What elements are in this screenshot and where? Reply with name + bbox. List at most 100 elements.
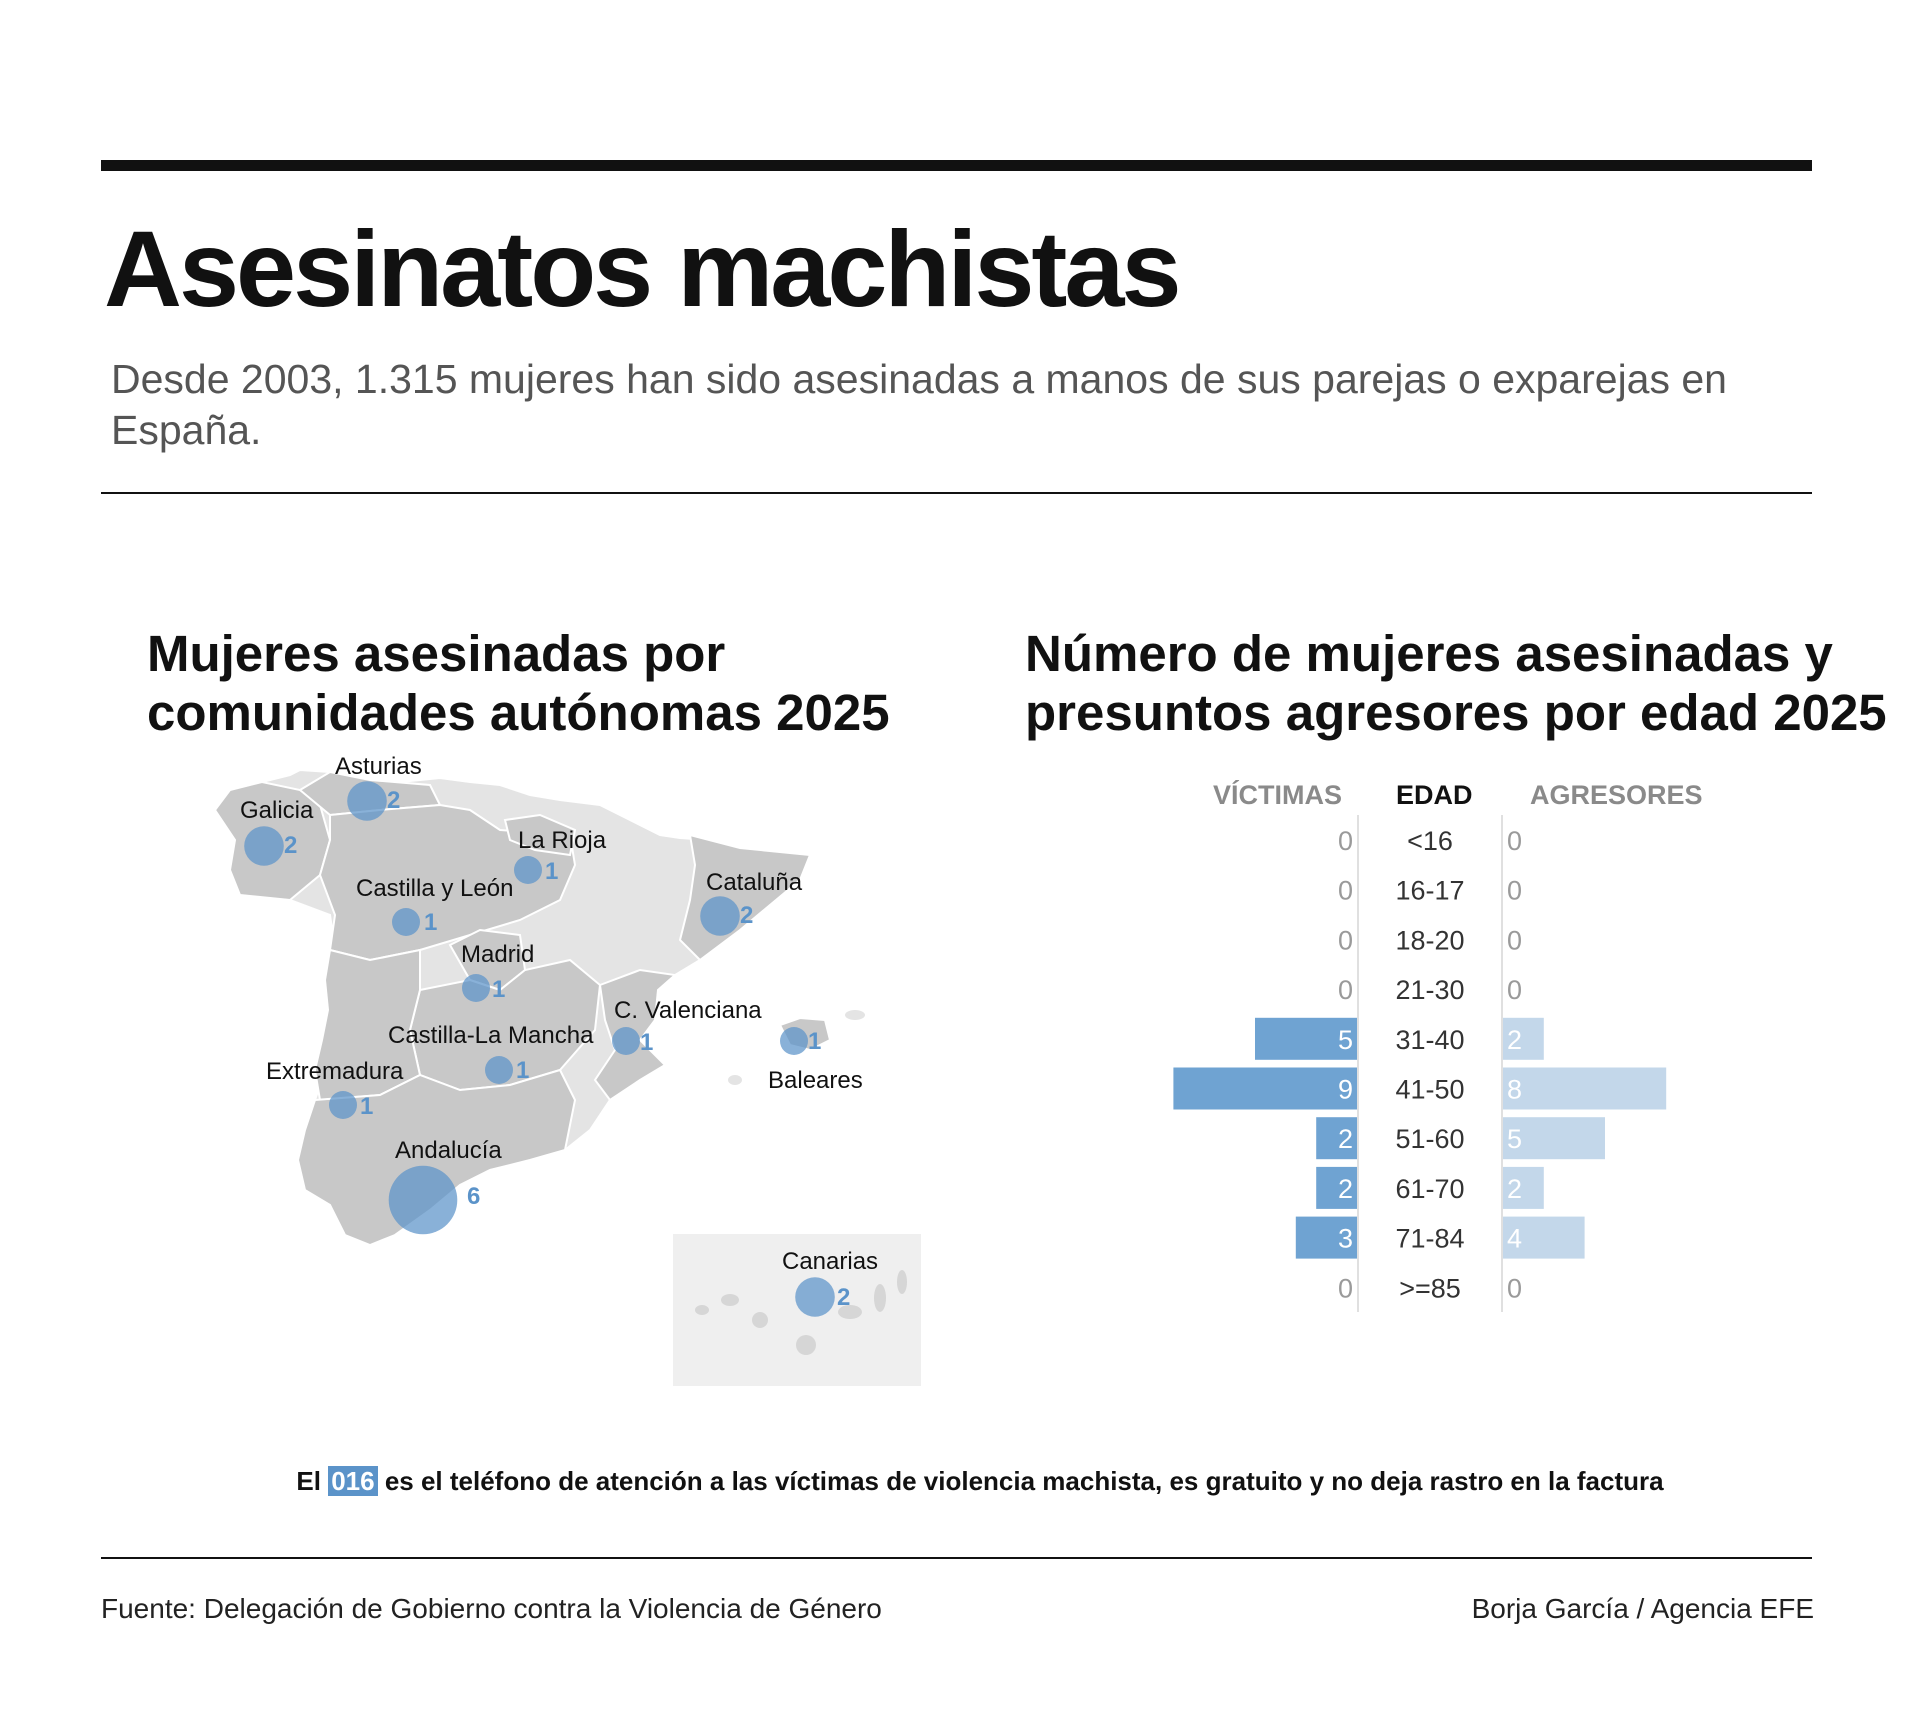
map-bubbles	[244, 781, 835, 1317]
count-extremadura: 1	[360, 1093, 374, 1120]
label-andalucia: Andalucía	[395, 1137, 502, 1164]
bar-victims-5	[1173, 1067, 1357, 1110]
label-victims-0: 0	[1338, 826, 1353, 856]
label-victims-2: 0	[1338, 925, 1353, 955]
label-victims-7: 2	[1338, 1174, 1353, 1204]
bubble-madrid	[462, 974, 490, 1002]
bubble-baleares	[780, 1027, 808, 1055]
label-victims-4: 5	[1338, 1025, 1353, 1055]
bubble-canarias	[795, 1277, 835, 1317]
map-title: Mujeres asesinadas por comunidades autón…	[147, 625, 890, 741]
label-extremadura: Extremadura	[266, 1058, 404, 1085]
top-rule	[101, 160, 1812, 171]
helpline-number: 016	[328, 1466, 378, 1496]
label-aggressors-6: 5	[1507, 1124, 1522, 1154]
count-galicia: 2	[284, 832, 298, 859]
bar-victims-6	[1316, 1117, 1357, 1160]
age-label-0: <16	[1407, 826, 1453, 856]
baleares-ibiza	[728, 1075, 742, 1085]
credit-text: Borja García / Agencia EFE	[1471, 1593, 1814, 1624]
bubble-castilla-la-mancha	[485, 1056, 513, 1084]
region-castilla-leon	[318, 803, 577, 962]
count-baleares: 1	[808, 1028, 822, 1055]
age-label-7: 61-70	[1395, 1174, 1464, 1204]
helpline-note: El 016 es el teléfono de atención a las …	[0, 1466, 1920, 1497]
bubble-extremadura	[329, 1091, 357, 1119]
label-aggressors-3: 0	[1507, 975, 1522, 1005]
age-label-1: 16-17	[1395, 876, 1464, 906]
label-canarias: Canarias	[782, 1248, 879, 1275]
label-aggressors-8: 4	[1507, 1224, 1522, 1254]
age-label-6: 51-60	[1395, 1124, 1464, 1154]
label-aggressors-4: 2	[1507, 1025, 1522, 1055]
count-la-rioja: 1	[545, 858, 559, 885]
count-c-valenciana: 1	[640, 1029, 654, 1056]
header-edad: EDAD	[1396, 780, 1473, 810]
label-baleares: Baleares	[768, 1067, 863, 1094]
header-victimas: VÍCTIMAS	[1213, 780, 1343, 810]
region-la-rioja	[503, 813, 577, 857]
label-asturias: Asturias	[335, 753, 422, 780]
label-aggressors-9: 0	[1507, 1273, 1522, 1303]
bar-aggressors-8	[1503, 1216, 1585, 1259]
label-cataluna: Cataluña	[706, 869, 803, 896]
bubble-c-valenciana	[612, 1027, 640, 1055]
age-label-9: >=85	[1399, 1273, 1461, 1303]
count-asturias: 2	[387, 787, 401, 814]
canarias-islands	[695, 1270, 907, 1355]
count-andalucia: 6	[467, 1183, 481, 1210]
label-victims-3: 0	[1338, 975, 1353, 1005]
age-label-5: 41-50	[1395, 1075, 1464, 1105]
count-madrid: 1	[492, 976, 506, 1003]
bar-aggressors-6	[1503, 1117, 1605, 1160]
bubble-castilla-y-le-n	[392, 908, 420, 936]
label-victims-9: 0	[1338, 1273, 1353, 1303]
bubble-asturias	[347, 781, 387, 821]
label-aggressors-5: 8	[1507, 1075, 1522, 1105]
bar-aggressors-5	[1503, 1067, 1667, 1110]
bar-chart-title: Número de mujeres asesinadas y presuntos…	[1025, 625, 1887, 741]
age-label-3: 21-30	[1395, 975, 1464, 1005]
count-cataluna: 2	[740, 902, 754, 929]
bar-aggressors-7	[1503, 1166, 1544, 1209]
label-c-valenciana: C. Valenciana	[614, 997, 762, 1024]
label-castilla-leon: Castilla y León	[356, 875, 514, 902]
count-canarias: 2	[837, 1284, 851, 1311]
bar-victims-4	[1255, 1017, 1357, 1060]
label-la-rioja: La Rioja	[518, 827, 607, 854]
label-aggressors-7: 2	[1507, 1174, 1522, 1204]
age-label-8: 71-84	[1395, 1224, 1464, 1254]
helpline-prefix: El	[296, 1466, 321, 1496]
bubble-catalu-a	[700, 896, 740, 936]
age-label-2: 18-20	[1395, 925, 1464, 955]
label-castilla-la-mancha: Castilla-La Mancha	[388, 1022, 594, 1049]
page-title: Asesinatos machistas	[104, 208, 1182, 329]
count-castilla-la-mancha: 1	[516, 1057, 530, 1084]
count-castilla-leon: 1	[424, 909, 438, 936]
bubble-la-rioja	[514, 856, 542, 884]
label-victims-8: 3	[1338, 1224, 1353, 1254]
label-aggressors-0: 0	[1507, 826, 1522, 856]
label-madrid: Madrid	[461, 941, 535, 968]
label-aggressors-1: 0	[1507, 876, 1522, 906]
label-galicia: Galicia	[240, 797, 314, 824]
footer-divider	[101, 1557, 1812, 1559]
baleares-menorca	[845, 1010, 865, 1020]
bar-victims-7	[1316, 1166, 1357, 1209]
bar-victims-8	[1295, 1216, 1357, 1259]
label-victims-5: 9	[1338, 1075, 1353, 1105]
label-aggressors-2: 0	[1507, 925, 1522, 955]
bubble-andaluc-a	[388, 1165, 458, 1235]
bubble-galicia	[244, 826, 284, 866]
age-label-4: 31-40	[1395, 1025, 1464, 1055]
helpline-text: es el teléfono de atención a las víctima…	[384, 1466, 1664, 1496]
label-victims-1: 0	[1338, 876, 1353, 906]
header-divider	[101, 492, 1812, 494]
source-text: Fuente: Delegación de Gobierno contra la…	[101, 1593, 882, 1624]
page-subtitle: Desde 2003, 1.315 mujeres han sido asesi…	[111, 356, 1727, 453]
header-agresores: AGRESORES	[1530, 780, 1703, 810]
region-andalucia	[296, 1068, 577, 1247]
label-victims-6: 2	[1338, 1124, 1353, 1154]
